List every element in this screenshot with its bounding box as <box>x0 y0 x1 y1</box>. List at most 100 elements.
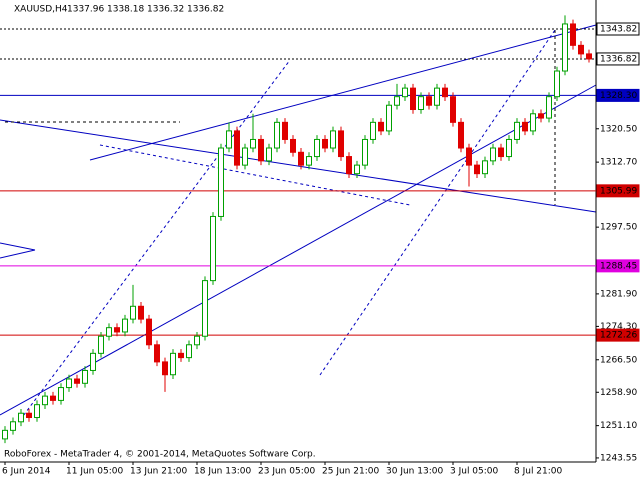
x-tick-label: 8 Jul 21:00 <box>514 467 563 477</box>
candle-body <box>18 412 24 423</box>
candle-body <box>258 138 264 162</box>
candle-body <box>474 164 480 175</box>
candle-body <box>186 344 192 359</box>
candle-body <box>10 421 16 431</box>
footer: RoboForex - MetaTrader 4, © 2001-2014, M… <box>4 450 316 460</box>
x-tick-label: 18 Jun 13:00 <box>194 467 251 477</box>
trend-line <box>0 119 597 213</box>
candle-body <box>458 121 464 149</box>
y-tick-label: 1251.10 <box>600 421 637 431</box>
dashed-line <box>19 59 291 421</box>
candle-body <box>370 121 376 140</box>
candle-body <box>114 327 120 333</box>
price-label: 1328.30 <box>600 91 637 101</box>
candle-body <box>434 87 440 106</box>
candle-body <box>554 70 560 98</box>
x-tick-label: 3 Jul 05:00 <box>450 467 499 477</box>
candle-body <box>498 147 504 158</box>
candle-body <box>586 53 592 60</box>
y-tick-label: 1297.50 <box>600 223 637 233</box>
candle-body <box>58 387 64 401</box>
candle-body <box>194 335 200 346</box>
candle-body <box>2 429 8 440</box>
candle-body <box>242 147 248 166</box>
x-tick-label: 13 Jun 21:00 <box>130 467 187 477</box>
price-label: 1305.99 <box>600 186 637 196</box>
y-tick-label: 1312.70 <box>600 158 637 168</box>
candle-body <box>322 138 328 149</box>
candle-body <box>522 121 528 132</box>
price-label: 1336.82 <box>600 54 637 64</box>
trend-line <box>89 24 597 161</box>
trend-line <box>0 249 36 259</box>
candle-body <box>354 164 360 175</box>
ohlc-close: 1336.82 <box>187 5 224 15</box>
candle-body <box>450 96 456 123</box>
price-label-box <box>596 52 640 66</box>
candle-body <box>410 87 416 111</box>
x-tick-label: 30 Jun 13:00 <box>386 467 443 477</box>
candle-body <box>306 156 312 166</box>
candle-body <box>250 138 256 149</box>
candle-body <box>466 147 472 166</box>
candle-body <box>394 96 400 106</box>
candle-body <box>74 378 80 384</box>
price-label: 1272.26 <box>600 331 637 341</box>
dashed-line <box>99 144 411 206</box>
candle-body <box>482 160 488 175</box>
candle-body <box>570 23 576 46</box>
symbol: XAUUSD,H4 <box>14 5 68 15</box>
candle-body <box>122 318 128 333</box>
candle-body <box>290 138 296 153</box>
candle-body <box>298 151 304 166</box>
candle-body <box>346 156 352 175</box>
candle-body <box>170 352 176 376</box>
trend-line <box>0 84 597 416</box>
candle-body <box>506 138 512 158</box>
candle-body <box>266 147 272 162</box>
price-label: 1288.45 <box>600 261 637 271</box>
candle-body <box>130 305 136 320</box>
y-tick-label: 1243.55 <box>600 453 637 463</box>
trend-line <box>0 242 36 251</box>
x-tick-label: 23 Jun 05:00 <box>258 467 315 477</box>
candle-body <box>546 96 552 119</box>
candle-body <box>314 138 320 158</box>
candle-body <box>378 121 384 132</box>
price-label: 1343.82 <box>600 25 637 35</box>
candle-body <box>178 352 184 359</box>
candle-body <box>330 130 336 149</box>
candle-body <box>226 130 232 149</box>
candle-body <box>42 395 48 406</box>
candle-body <box>50 395 56 401</box>
candle-body <box>202 280 208 337</box>
candle-body <box>218 147 224 217</box>
candle-body <box>154 344 160 363</box>
candle-body <box>530 113 536 132</box>
y-tick-label: 1266.50 <box>600 355 637 365</box>
price-label-box <box>596 22 640 36</box>
candle-body <box>66 378 72 389</box>
candle-body <box>442 87 448 98</box>
y-tick-label: 1281.90 <box>600 289 637 299</box>
candle-body <box>426 96 432 106</box>
candle-body <box>210 215 216 282</box>
candle-body <box>402 87 408 98</box>
ohlc-open: 1337.96 <box>67 5 104 15</box>
candle-body <box>234 130 240 166</box>
price-label-box <box>596 88 640 102</box>
candle-body <box>538 113 544 119</box>
y-tick-label: 1258.90 <box>600 388 637 398</box>
y-tick-label: 1320.50 <box>600 124 637 134</box>
candle-body <box>34 404 40 419</box>
candle-body <box>90 352 96 371</box>
candle-body <box>82 369 88 384</box>
candle-body <box>282 121 288 140</box>
price-label-box <box>596 328 640 342</box>
candle-body <box>98 335 104 354</box>
candle-body <box>514 121 520 140</box>
candle-body <box>162 361 168 376</box>
price-label-box <box>596 259 640 273</box>
